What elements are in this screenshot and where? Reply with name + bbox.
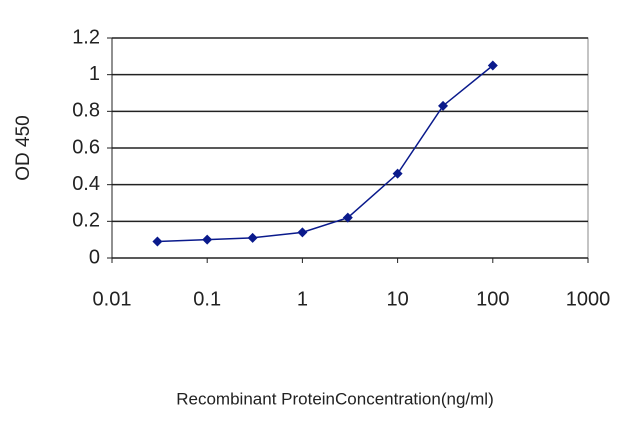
y-tick-label: 0 xyxy=(89,246,100,268)
y-tick-label: 1.2 xyxy=(72,26,100,48)
data-point xyxy=(297,227,308,238)
x-tick-label: 1 xyxy=(297,288,308,310)
y-tick-label: 1 xyxy=(89,63,100,85)
y-tick-label: 0.2 xyxy=(72,210,100,232)
data-point xyxy=(438,100,449,111)
x-tick-label: 0.01 xyxy=(93,288,132,310)
data-point xyxy=(392,168,403,179)
x-tick-label: 0.1 xyxy=(193,288,221,310)
x-tick-label: 100 xyxy=(476,288,509,310)
x-axis-label: Recombinant ProteinConcentration(ng/ml) xyxy=(176,389,494,408)
data-point xyxy=(487,60,498,71)
x-tick-label: 10 xyxy=(386,288,408,310)
data-point xyxy=(202,234,213,245)
y-tick-label: 0.4 xyxy=(72,173,100,195)
series-line xyxy=(157,64,494,243)
y-tick-label: 0.8 xyxy=(72,100,100,122)
data-point xyxy=(247,232,258,243)
data-point xyxy=(342,212,353,223)
x-tick-label: 1000 xyxy=(566,288,611,310)
y-axis-label: OD 450 xyxy=(13,115,34,180)
data-point xyxy=(152,236,163,247)
y-tick-label: 0.6 xyxy=(72,136,100,158)
